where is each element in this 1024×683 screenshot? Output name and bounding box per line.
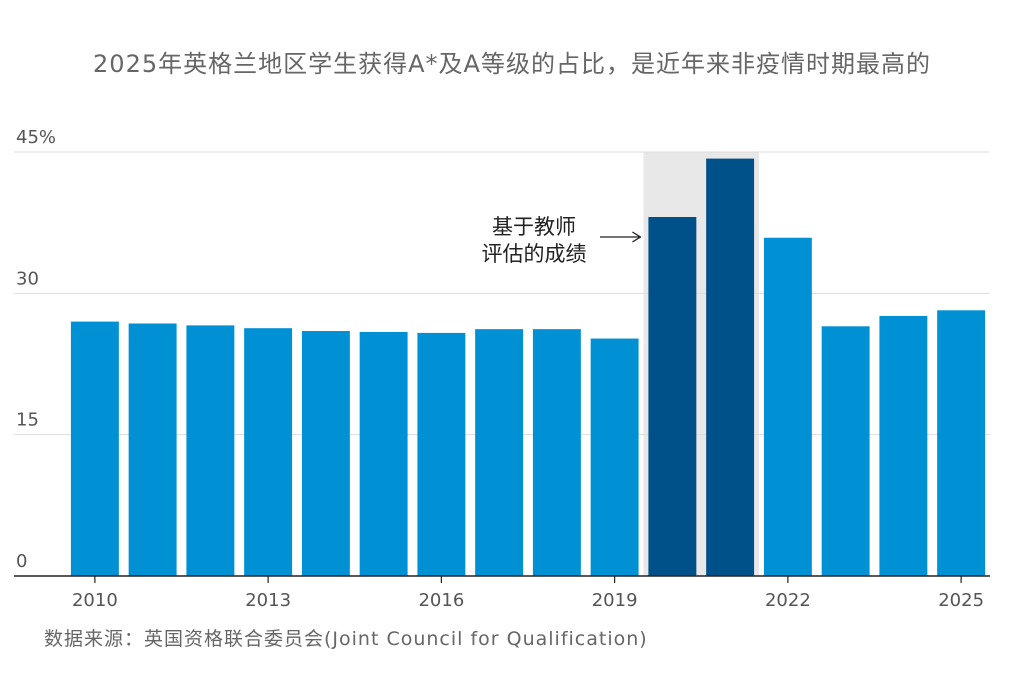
- x-tick-label: 2019: [592, 590, 638, 611]
- x-tick-label: 2022: [765, 590, 811, 611]
- bar-2015: [359, 331, 408, 576]
- bar-2023: [821, 326, 870, 576]
- source-note: 数据来源：英国资格联合委员会(Joint Council for Qualifi…: [44, 628, 648, 650]
- bar-2013: [244, 328, 293, 576]
- x-tick-label: 2013: [245, 590, 291, 611]
- y-tick-label: 30: [16, 268, 39, 289]
- x-tick-label: 2025: [938, 590, 984, 611]
- bar-2019: [590, 338, 639, 576]
- bar-2025: [937, 310, 986, 576]
- y-tick-label: 15: [16, 410, 39, 431]
- bar-2017: [475, 329, 524, 576]
- annotation-line-2: 评估的成绩: [482, 242, 587, 266]
- chart-title: 2025年英格兰地区学生获得A*及A等级的占比，是近年来非疫情时期最高的: [93, 50, 931, 78]
- bar-2021: [706, 158, 755, 576]
- x-tick-label: 2016: [418, 590, 464, 611]
- bar-2011: [128, 323, 177, 576]
- bar-2012: [186, 325, 235, 576]
- bar-2016: [417, 332, 466, 576]
- bar-2022: [763, 237, 812, 576]
- y-tick-label: 0: [16, 551, 27, 572]
- bar-2010: [70, 321, 119, 576]
- annotation-arrow-head: [632, 231, 642, 243]
- bar-2020: [648, 217, 697, 576]
- annotation-line-1: 基于教师: [492, 215, 576, 239]
- y-tick-label: 45%: [16, 127, 56, 148]
- bar-2018: [532, 329, 581, 576]
- bar-2014: [301, 331, 350, 576]
- x-tick-label: 2010: [72, 590, 118, 611]
- bar-2024: [879, 315, 928, 576]
